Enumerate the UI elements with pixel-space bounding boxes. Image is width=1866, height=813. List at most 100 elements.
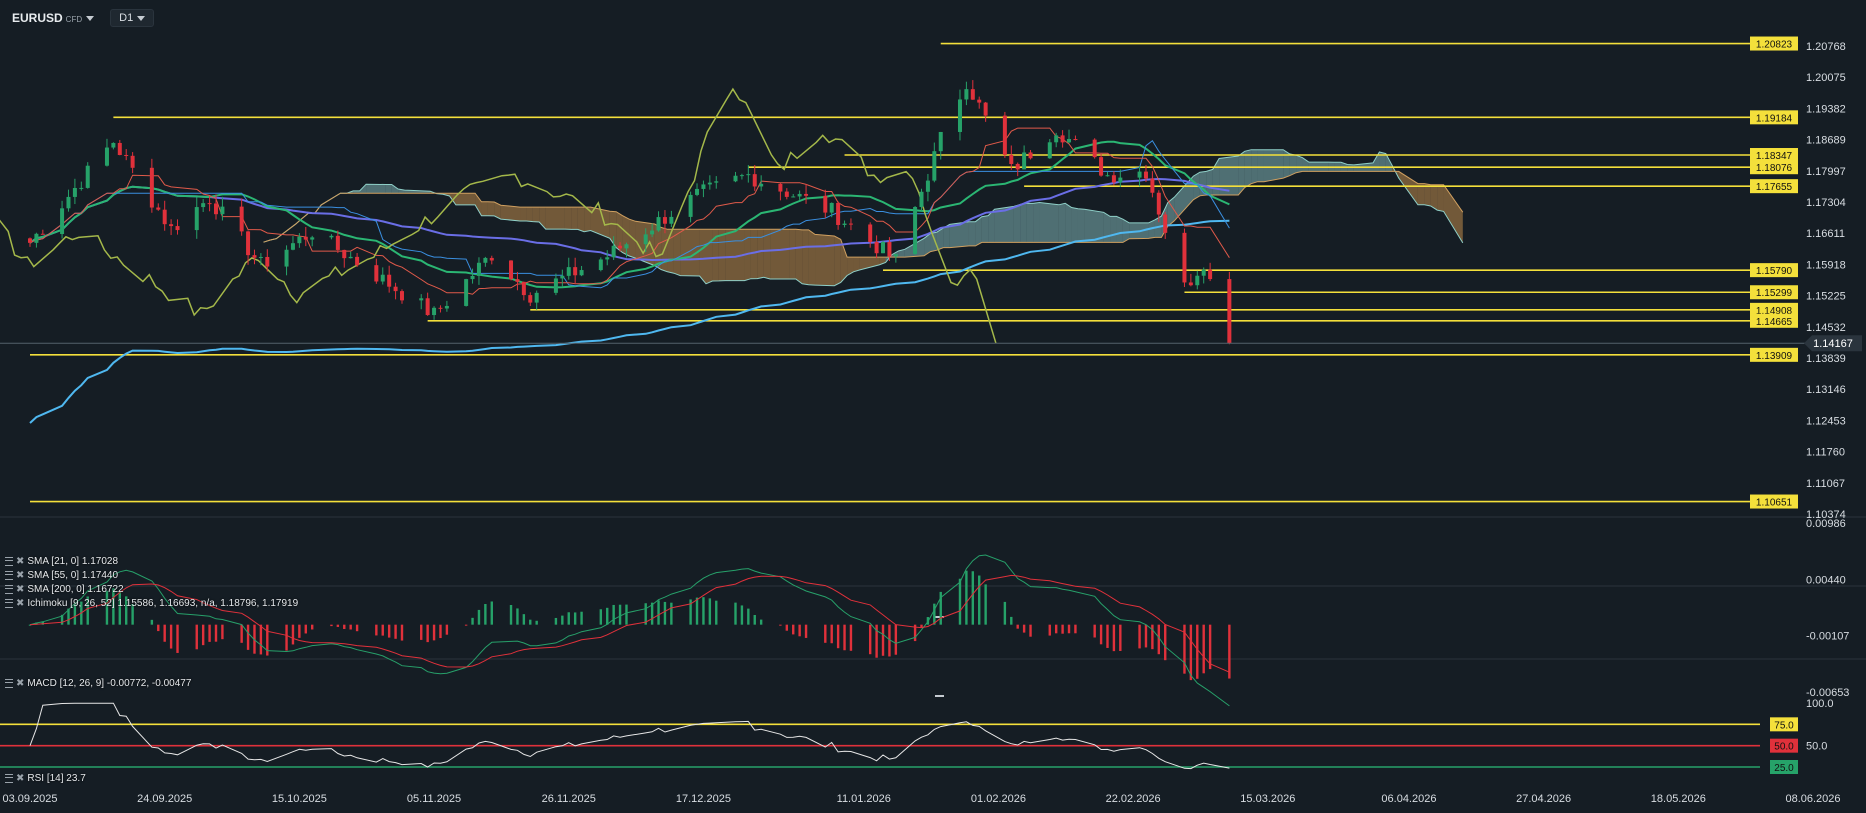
candle-body bbox=[701, 184, 706, 189]
candle-body bbox=[470, 275, 475, 280]
date-tick-label: 11.01.2026 bbox=[837, 793, 891, 805]
close-icon[interactable]: ✖ bbox=[16, 598, 25, 609]
candle bbox=[124, 149, 129, 161]
cloud-segment-bull bbox=[1077, 208, 1085, 243]
price-tick-label: 1.20768 bbox=[1806, 41, 1846, 53]
cloud-segment-bear bbox=[1398, 171, 1418, 205]
candle-body bbox=[220, 206, 225, 215]
candle-body bbox=[85, 165, 90, 188]
rsi-tick-label: 50.0 bbox=[1806, 741, 1827, 753]
macd-histogram-bar bbox=[1196, 624, 1199, 679]
legend-macd[interactable]: ✖ MACD [12, 26, 9] -0.00772, -0.00477 bbox=[5, 678, 191, 689]
settings-icon[interactable] bbox=[5, 571, 13, 580]
cloud-segment-bear bbox=[847, 257, 854, 276]
candle-body bbox=[919, 191, 924, 208]
macd-histogram-bar bbox=[1029, 624, 1032, 637]
candle-body bbox=[104, 147, 109, 166]
macd-histogram-bar bbox=[330, 624, 333, 627]
candle-body bbox=[983, 102, 988, 116]
settings-icon[interactable] bbox=[5, 585, 13, 594]
settings-icon[interactable] bbox=[5, 774, 13, 783]
cloud-segment-bear bbox=[673, 229, 681, 276]
candle-body bbox=[246, 231, 251, 256]
macd-histogram-bar bbox=[298, 624, 301, 638]
candle-body bbox=[1111, 175, 1116, 183]
macd-histogram-bar bbox=[208, 624, 211, 642]
candle bbox=[156, 203, 161, 211]
candle bbox=[1208, 262, 1213, 282]
candle-body bbox=[893, 253, 898, 257]
price-tick-label: 1.17304 bbox=[1806, 197, 1846, 209]
candle-body bbox=[303, 236, 308, 240]
level-price-tag bbox=[1750, 494, 1798, 509]
close-icon[interactable]: ✖ bbox=[16, 584, 25, 595]
macd-histogram-bar bbox=[1010, 616, 1013, 625]
candle-body bbox=[650, 230, 655, 235]
macd-histogram-bar bbox=[1151, 624, 1154, 650]
date-tick-label: 27.04.2026 bbox=[1516, 793, 1571, 805]
candle bbox=[72, 178, 77, 205]
legend-ichimoku[interactable]: ✖ Ichimoku [9, 26, 52] 1.15586, 1.16693, … bbox=[5, 598, 298, 609]
candle-body bbox=[611, 245, 616, 258]
candle bbox=[329, 234, 334, 240]
date-tick-label: 06.04.2026 bbox=[1381, 793, 1436, 805]
legend-rsi[interactable]: ✖ RSI [14] 23.7 bbox=[5, 773, 86, 784]
cloud-segment-bear bbox=[487, 201, 495, 216]
candle bbox=[925, 173, 930, 202]
settings-icon[interactable] bbox=[5, 679, 13, 688]
rsi-panel: 100.0 50.0 75.0 50.0 25.0 bbox=[0, 698, 1834, 774]
candle bbox=[1022, 145, 1027, 170]
level-price-label: 1.17655 bbox=[1756, 182, 1793, 193]
candle-body bbox=[1015, 163, 1020, 170]
rsi-level-tag bbox=[1770, 717, 1798, 732]
candle-body bbox=[239, 206, 244, 232]
legend-sma21[interactable]: ✖ SMA [21, 0] 1.17028 bbox=[5, 556, 118, 567]
candle-body bbox=[258, 256, 263, 258]
candle bbox=[1118, 169, 1123, 188]
macd-histogram-bar bbox=[971, 571, 975, 625]
cloud-segment-bear bbox=[481, 201, 488, 216]
candles bbox=[28, 80, 1232, 345]
candle bbox=[1009, 145, 1014, 170]
cloud-segment-bull bbox=[1084, 209, 1104, 243]
candle bbox=[387, 265, 392, 293]
symbol-selector[interactable]: EURUSD CFD bbox=[6, 9, 100, 27]
candle-body bbox=[1188, 282, 1193, 286]
legend-sma200[interactable]: ✖ SMA [200, 0] 1.16722 bbox=[5, 584, 124, 595]
candle-body bbox=[169, 224, 174, 227]
candle-body bbox=[656, 217, 661, 231]
macd-histogram-bar bbox=[118, 591, 121, 625]
close-icon[interactable]: ✖ bbox=[16, 556, 25, 567]
chevron-down-icon bbox=[137, 15, 146, 21]
level-price-tag bbox=[1750, 313, 1798, 328]
candle-body bbox=[40, 233, 45, 235]
close-icon[interactable]: ✖ bbox=[16, 773, 25, 784]
candle bbox=[1092, 138, 1097, 159]
legend-sma55[interactable]: ✖ SMA [55, 0] 1.17440 bbox=[5, 570, 118, 581]
candle-body bbox=[521, 281, 526, 296]
candle bbox=[252, 249, 257, 265]
cloud-segment-bull bbox=[1238, 151, 1245, 195]
settings-icon[interactable] bbox=[5, 599, 13, 608]
cloud-segment-bear bbox=[744, 229, 751, 281]
macd-signal-line bbox=[29, 574, 1230, 673]
close-icon[interactable]: ✖ bbox=[16, 570, 25, 581]
candle-body bbox=[66, 196, 71, 209]
close-icon[interactable]: ✖ bbox=[16, 678, 25, 689]
macd-histogram-bar bbox=[157, 624, 160, 632]
timeframe-dropdown[interactable]: D1 bbox=[110, 9, 155, 27]
cloud-segment-bull bbox=[1296, 155, 1303, 173]
cloud-segment-bull bbox=[1071, 207, 1078, 243]
candle-body bbox=[194, 207, 199, 231]
candle-body bbox=[425, 298, 430, 316]
candle bbox=[881, 241, 886, 254]
macd-histogram-bar bbox=[650, 602, 654, 625]
settings-icon[interactable] bbox=[5, 557, 13, 566]
candle-body bbox=[707, 182, 712, 185]
price-tick-label: 1.14532 bbox=[1806, 322, 1846, 334]
candle-body bbox=[380, 274, 385, 282]
candle bbox=[175, 219, 180, 235]
candle bbox=[399, 289, 404, 304]
macd-histogram-bar bbox=[131, 604, 134, 625]
